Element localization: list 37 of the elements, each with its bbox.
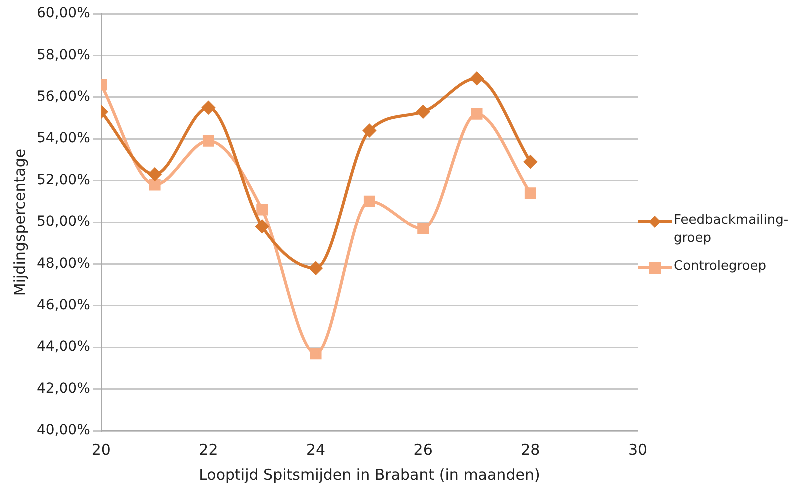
point	[364, 196, 376, 208]
y-tick-label: 46,00%	[36, 298, 90, 314]
y-tick-label: 48,00%	[36, 256, 90, 272]
point	[310, 348, 322, 360]
point	[416, 105, 430, 118]
x-tick-label: 24	[306, 440, 326, 459]
x-tick-label: 28	[521, 440, 540, 459]
point	[148, 168, 162, 182]
point	[256, 204, 268, 216]
point	[471, 108, 483, 120]
legend-label: Feedbackmailing-groep	[674, 212, 790, 248]
y-tick-label: 54,00%	[36, 130, 90, 147]
point	[470, 72, 484, 86]
point	[256, 220, 269, 234]
point	[363, 124, 376, 138]
point	[149, 179, 161, 191]
point	[524, 156, 538, 169]
y-tick-label: 44,00%	[36, 339, 90, 356]
point	[202, 135, 214, 147]
x-tick-label: 22	[199, 440, 218, 459]
x-tick-label: 20	[92, 440, 111, 459]
x-axis-title: Looptijd Spitsmijden in Brabant (in maanden)	[199, 466, 540, 484]
y-tick-label: 56,00%	[36, 89, 90, 106]
y-tick-label: 42,00%	[36, 380, 90, 397]
point	[310, 262, 323, 275]
point	[418, 223, 430, 234]
y-tick-label: 50,00%	[36, 214, 90, 230]
y-tick-label: 52,00%	[36, 172, 90, 188]
point	[524, 188, 536, 200]
point	[202, 101, 216, 114]
y-tick-label: 60,00%	[36, 6, 90, 22]
legend-label: Controlegroep	[674, 258, 768, 276]
x-tick-label: 30	[628, 440, 648, 459]
x-tick-label: 26	[414, 440, 433, 459]
y-tick-label: 40,00%	[36, 422, 90, 439]
y-tick-label: 58,00%	[36, 47, 90, 64]
y-axis-title: Mijdingspercentage	[10, 148, 29, 296]
